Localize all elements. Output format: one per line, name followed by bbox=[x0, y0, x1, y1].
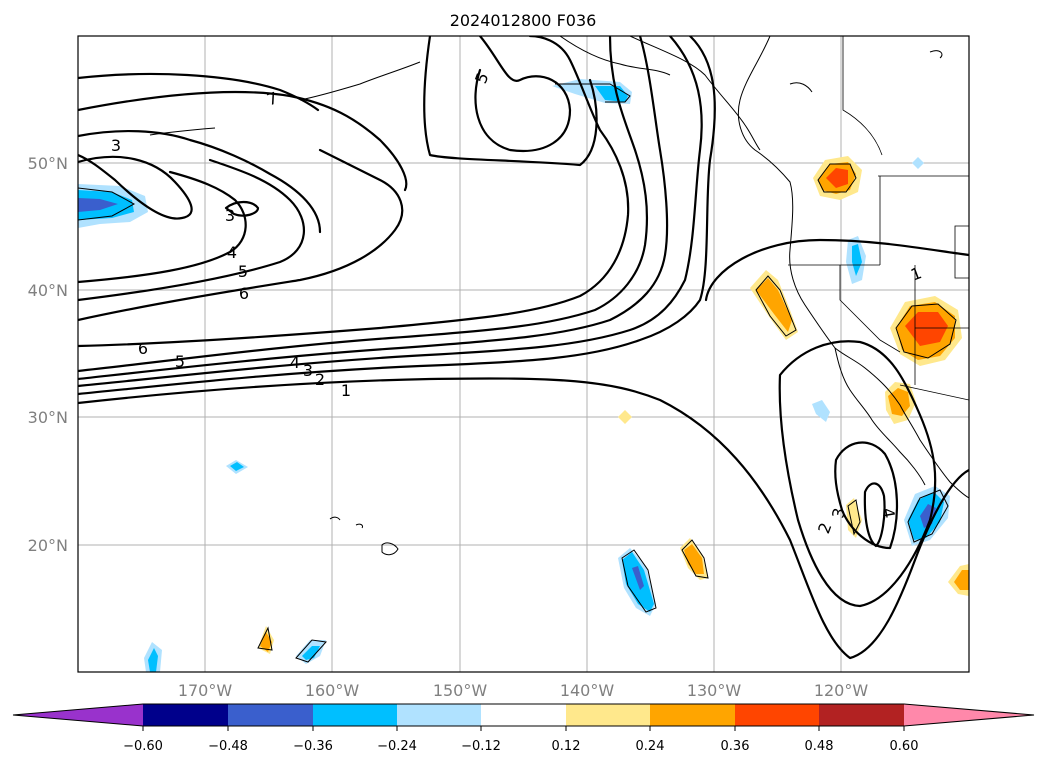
contour-label: 5 bbox=[238, 262, 248, 281]
colorbar-tick-label: −0.12 bbox=[461, 739, 501, 754]
positive-anomaly bbox=[905, 312, 948, 346]
colorbar-extend-high bbox=[904, 704, 1034, 726]
positive-anomaly bbox=[260, 632, 272, 652]
coastlines bbox=[149, 36, 969, 556]
contour-label: 5 bbox=[175, 352, 185, 371]
height-contours bbox=[78, 36, 969, 660]
contour-label: 1 bbox=[341, 381, 351, 400]
shaded-field bbox=[78, 79, 969, 672]
map-area: 7 3 3 4 5 6 5 6 5 4 3 2 1 1 3 4 2 bbox=[78, 36, 969, 672]
contour-label: 3 bbox=[828, 506, 848, 519]
contour-label: 4 bbox=[290, 353, 300, 372]
colorbar-segment bbox=[481, 704, 566, 726]
lat-ticks: 50°N 40°N 30°N 20°N bbox=[28, 154, 68, 555]
lon-tick-label: 130°W bbox=[687, 681, 742, 700]
colorbar-segment bbox=[313, 704, 397, 726]
contour-label: 3 bbox=[303, 361, 313, 380]
contour-label: 3 bbox=[225, 206, 235, 225]
lon-tick-label: 150°W bbox=[433, 681, 488, 700]
contour-label: 2 bbox=[315, 370, 325, 389]
colorbar-tick-label: −0.48 bbox=[208, 739, 248, 754]
lat-tick-label: 30°N bbox=[28, 408, 68, 427]
negative-anomaly bbox=[148, 648, 158, 672]
negative-anomaly bbox=[912, 157, 924, 169]
colorbar-tick-label: −0.24 bbox=[377, 739, 417, 754]
colorbar-tick-label: 0.60 bbox=[890, 739, 919, 754]
colorbar-segment bbox=[819, 704, 904, 726]
positive-anomaly bbox=[618, 410, 632, 424]
colorbar-tick-label: 0.24 bbox=[636, 739, 665, 754]
colorbar-tick-label: −0.60 bbox=[123, 739, 163, 754]
positive-anomaly bbox=[954, 570, 969, 590]
contour-label: 6 bbox=[239, 284, 249, 303]
negative-anomaly bbox=[230, 462, 244, 471]
positive-anomaly bbox=[756, 278, 792, 332]
lat-tick-label: 20°N bbox=[28, 536, 68, 555]
negative-anomaly bbox=[78, 198, 118, 212]
colorbar-segment bbox=[228, 704, 313, 726]
lat-tick-label: 50°N bbox=[28, 154, 68, 173]
positive-anomaly bbox=[846, 498, 862, 538]
negative-anomaly bbox=[302, 646, 320, 660]
colorbar-segment bbox=[566, 704, 650, 726]
colorbar-segment bbox=[143, 704, 228, 726]
contour-label: 4 bbox=[227, 243, 237, 262]
lon-tick-label: 120°W bbox=[814, 681, 869, 700]
contour-label: 4 bbox=[878, 506, 898, 519]
colorbar-tick-label: 0.36 bbox=[721, 739, 750, 754]
lon-tick-label: 140°W bbox=[560, 681, 615, 700]
colorbar-tick-label: 0.12 bbox=[552, 739, 581, 754]
colorbar-extend-low bbox=[13, 704, 143, 726]
negative-anomaly bbox=[812, 400, 830, 422]
colorbar-segment bbox=[735, 704, 819, 726]
positive-anomaly bbox=[684, 544, 704, 574]
map-title: 2024012800 F036 bbox=[450, 11, 597, 30]
positive-anomaly bbox=[826, 168, 848, 188]
negative-anomaly bbox=[852, 244, 862, 276]
contour-label: 6 bbox=[138, 339, 148, 358]
borders bbox=[788, 36, 969, 401]
lon-tick-label: 160°W bbox=[305, 681, 360, 700]
colorbar: −0.60 −0.48 −0.36 −0.24 −0.12 0.12 0.24 … bbox=[12, 703, 1035, 754]
colorbar-segment bbox=[397, 704, 481, 726]
lat-tick-label: 40°N bbox=[28, 281, 68, 300]
colorbar-tick-label: −0.36 bbox=[293, 739, 333, 754]
negative-anomaly bbox=[632, 566, 644, 590]
positive-anomaly bbox=[888, 388, 910, 416]
colorbar-segment bbox=[650, 704, 735, 726]
contour-label: 3 bbox=[111, 136, 121, 155]
colorbar-tick-label: 0.48 bbox=[805, 739, 834, 754]
map-frame bbox=[77, 35, 970, 673]
lon-ticks: 170°W 160°W 150°W 140°W 130°W 120°W bbox=[178, 681, 869, 700]
shade-outlines bbox=[78, 83, 957, 663]
lon-tick-label: 170°W bbox=[178, 681, 233, 700]
